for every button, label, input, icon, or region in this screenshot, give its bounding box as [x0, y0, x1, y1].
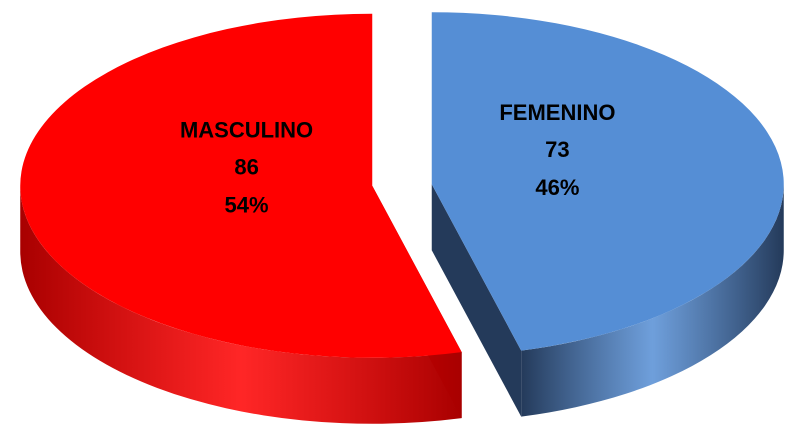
slice-category-label: FEMENINO [499, 100, 615, 125]
slice-wall [521, 184, 784, 417]
walls-layer [20, 184, 784, 424]
slice-category-label: MASCULINO [180, 118, 313, 143]
slice-value-label: 86 [234, 155, 258, 180]
labels-layer: MASCULINO 86 54% FEMENINO 73 46% [180, 100, 616, 217]
tops-layer [20, 12, 784, 358]
slice-wall [20, 185, 462, 424]
slice-percent-label: 46% [535, 175, 579, 200]
pie-slice [20, 13, 462, 358]
slice-percent-label: 54% [225, 193, 269, 218]
pie-slice [431, 12, 784, 351]
slice-cut-face [431, 184, 522, 417]
slice-value-label: 73 [545, 137, 569, 162]
